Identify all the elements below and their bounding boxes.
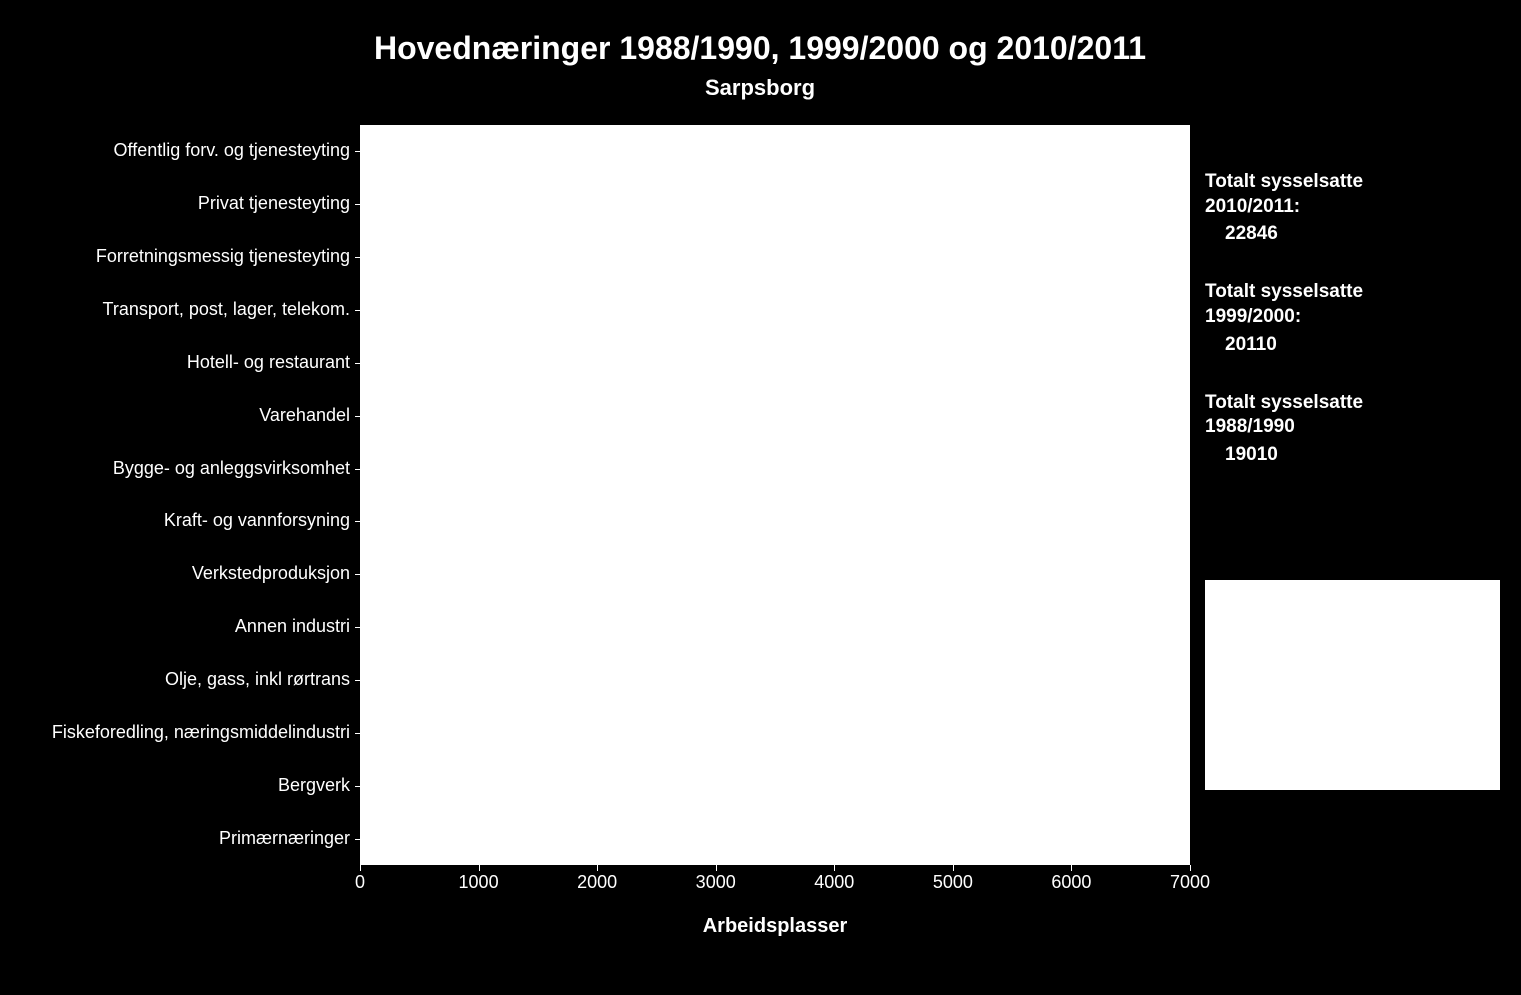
annotation-1988-1990: Totalt sysselsatte 1988/1990 19010: [1205, 391, 1505, 466]
x-axis-tick: [953, 865, 954, 871]
x-axis-label: 5000: [933, 872, 973, 893]
y-axis-label: Annen industri: [235, 616, 350, 637]
y-axis-tick: [355, 680, 360, 681]
x-axis-label: 7000: [1170, 872, 1210, 893]
annotations-panel: Totalt sysselsatte 2010/2011: 22846 Tota…: [1205, 170, 1505, 501]
chart-title: Hovednæringer 1988/1990, 1999/2000 og 20…: [40, 20, 1480, 67]
x-axis-title: Arbeidsplasser: [360, 915, 1190, 938]
annotation-value: 19010: [1205, 444, 1505, 466]
y-axis-tick: [355, 151, 360, 152]
annotation-2010-2011: Totalt sysselsatte 2010/2011: 22846: [1205, 170, 1505, 245]
x-axis-tick: [1190, 865, 1191, 871]
y-axis-tick: [355, 469, 360, 470]
y-axis-tick: [355, 521, 360, 522]
y-axis-label: Hotell- og restaurant: [187, 352, 350, 373]
y-axis-label: Olje, gass, inkl rørtrans: [165, 669, 350, 690]
annotation-label: Totalt sysselsatte: [1205, 391, 1505, 416]
annotation-value: 22846: [1205, 223, 1505, 245]
y-axis-tick: [355, 416, 360, 417]
annotation-value: 20110: [1205, 334, 1505, 356]
legend-box: [1205, 580, 1500, 790]
y-axis-label: Bygge- og anleggsvirksomhet: [113, 458, 350, 479]
y-axis-label: Primærnæringer: [219, 828, 350, 849]
x-axis: 01000200030004000500060007000: [360, 872, 1190, 902]
x-axis-tick: [1071, 865, 1072, 871]
y-axis-label: Varehandel: [259, 405, 350, 426]
annotation-label: Totalt sysselsatte: [1205, 170, 1505, 195]
x-axis-label: 4000: [814, 872, 854, 893]
y-axis-label: Fiskeforedling, næringsmiddelindustri: [52, 722, 350, 743]
y-axis-tick: [355, 627, 360, 628]
y-axis-tick: [355, 310, 360, 311]
x-axis-label: 2000: [577, 872, 617, 893]
y-axis-tick: [355, 839, 360, 840]
x-axis-tick: [479, 865, 480, 871]
chart-container: Hovednæringer 1988/1990, 1999/2000 og 20…: [40, 20, 1480, 955]
y-axis-tick: [355, 786, 360, 787]
x-axis-tick: [716, 865, 717, 871]
x-axis-label: 0: [355, 872, 365, 893]
x-axis-label: 6000: [1051, 872, 1091, 893]
y-axis-tick: [355, 257, 360, 258]
y-axis-label: Forretningsmessig tjenesteyting: [96, 246, 350, 267]
y-axis-label: Bergverk: [278, 775, 350, 796]
annotation-label: 1999/2000:: [1205, 305, 1505, 330]
x-axis-tick: [597, 865, 598, 871]
chart-subtitle: Sarpsborg: [40, 67, 1480, 101]
annotation-label: 2010/2011:: [1205, 195, 1505, 220]
annotation-1999-2000: Totalt sysselsatte 1999/2000: 20110: [1205, 280, 1505, 355]
y-axis-label: Transport, post, lager, telekom.: [103, 299, 350, 320]
x-axis-label: 3000: [696, 872, 736, 893]
annotation-label: 1988/1990: [1205, 415, 1505, 440]
plot-area: [360, 125, 1190, 865]
y-axis-tick: [355, 204, 360, 205]
y-axis-tick: [355, 363, 360, 364]
x-axis-tick: [360, 865, 361, 871]
y-axis-label: Kraft- og vannforsyning: [164, 510, 350, 531]
y-axis-label: Privat tjenesteyting: [198, 193, 350, 214]
y-axis-tick: [355, 733, 360, 734]
y-axis: Offentlig forv. og tjenesteyting Privat t…: [40, 125, 350, 865]
y-axis-label: Verkstedproduksjon: [192, 563, 350, 584]
y-axis-tick: [355, 574, 360, 575]
x-axis-label: 1000: [459, 872, 499, 893]
annotation-label: Totalt sysselsatte: [1205, 280, 1505, 305]
y-axis-label: Offentlig forv. og tjenesteyting: [114, 140, 350, 161]
x-axis-tick: [834, 865, 835, 871]
